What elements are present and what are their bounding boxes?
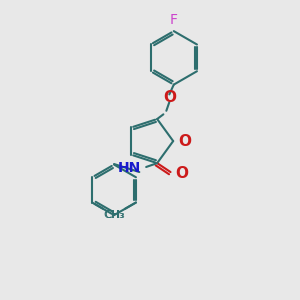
- Text: HN: HN: [118, 161, 141, 176]
- Text: CH₃: CH₃: [103, 210, 124, 220]
- Text: O: O: [175, 166, 188, 181]
- Text: F: F: [170, 13, 178, 27]
- Text: O: O: [163, 91, 176, 106]
- Text: O: O: [178, 134, 191, 148]
- Text: CH₃: CH₃: [104, 210, 125, 220]
